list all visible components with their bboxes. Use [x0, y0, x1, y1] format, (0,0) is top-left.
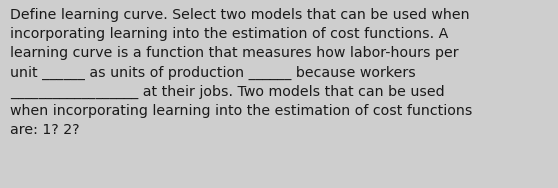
- Text: Define learning curve. Select two models that can be used when
incorporating lea: Define learning curve. Select two models…: [10, 8, 473, 137]
